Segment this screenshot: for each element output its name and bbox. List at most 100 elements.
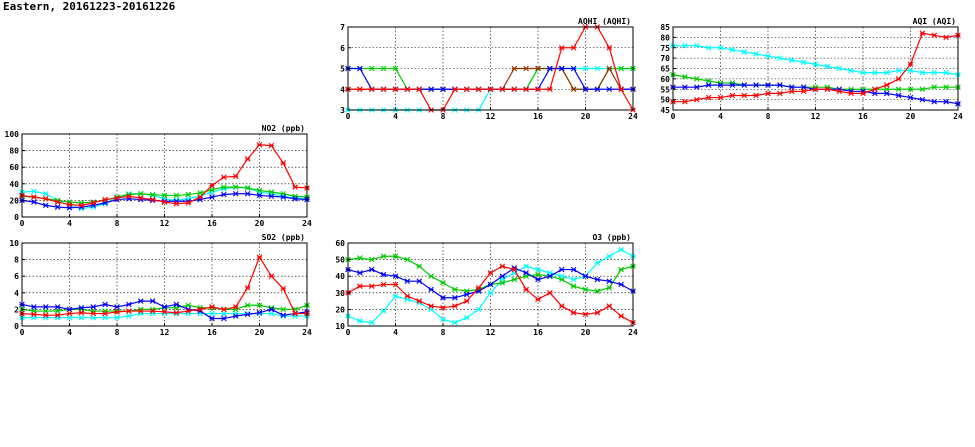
aqi-series-2-point xyxy=(800,84,807,90)
o3-series-2-point xyxy=(463,291,470,298)
o3-x-tick-label: 0 xyxy=(346,328,351,337)
no2-series-3-point xyxy=(173,200,180,207)
aqi-series-1-point xyxy=(883,86,890,93)
so2-series-2-point xyxy=(90,304,97,310)
so2-series-2-point xyxy=(280,312,287,318)
so2-series-2-point xyxy=(221,315,227,322)
aqi-series-0-point xyxy=(741,49,748,55)
aqhi-series-3-point xyxy=(428,86,434,93)
o3-x-tick-label: 16 xyxy=(533,328,543,337)
o3-series-3-point xyxy=(452,303,458,309)
o3-series-3-point xyxy=(523,286,529,293)
aqi-y-tick-label: 50 xyxy=(660,96,670,105)
o3-y-tick-label: 10 xyxy=(335,322,345,331)
no2-series-1-point xyxy=(197,190,203,196)
o3-series-1-point xyxy=(606,285,613,291)
o3-series-0-point xyxy=(523,263,529,270)
so2-series-3-point xyxy=(66,310,73,317)
aqhi-series-3-point xyxy=(570,65,577,72)
no2-series-1-point xyxy=(221,184,227,190)
so2-series-0-point xyxy=(66,314,73,321)
aqi-y-tick-label: 60 xyxy=(660,75,670,84)
aqhi-series-3-point xyxy=(357,65,363,72)
aqi-series-1-point xyxy=(919,86,926,93)
no2-series-3-point xyxy=(292,184,298,190)
aqhi-series-1-point xyxy=(392,65,399,72)
so2-series-3-point xyxy=(209,304,215,310)
o3-series-0-point xyxy=(594,260,601,266)
aqi-series-3-point xyxy=(777,90,783,97)
no2-y-tick-label: 60 xyxy=(9,163,19,172)
no2-series-3-point xyxy=(31,194,37,200)
aqhi-y-tick-label: 6 xyxy=(340,44,345,53)
aqhi-series-0-point xyxy=(582,65,589,72)
so2-series-2-point xyxy=(244,311,251,318)
aqhi-series-4-point xyxy=(404,86,411,93)
aqhi-series-4-point xyxy=(618,86,624,93)
o3-series-3-point xyxy=(404,293,411,299)
aqi-series-0-point xyxy=(729,47,736,53)
no2-series-2-point xyxy=(268,193,275,200)
o3-series-0-point xyxy=(392,293,399,299)
aqi-series-0-point xyxy=(682,42,688,49)
o3-series-0-point xyxy=(606,253,613,260)
no2-x-tick-label: 12 xyxy=(160,219,170,228)
o3-title: O3 (ppb) xyxy=(592,233,631,242)
o3-series-0-point xyxy=(368,319,375,326)
aqi-series-0-point xyxy=(919,69,926,76)
aqhi-series-4-point xyxy=(499,86,506,93)
aqi-series-3-point xyxy=(765,90,771,97)
aqhi-series-4-point xyxy=(523,86,529,93)
o3-series-0-point xyxy=(618,246,624,253)
aqhi-x-tick-label: 24 xyxy=(628,112,638,121)
no2-series-1-point xyxy=(232,184,239,190)
so2-series-2-point xyxy=(78,304,85,311)
so2-series-3-point xyxy=(292,310,298,317)
o3-y-tick-label: 40 xyxy=(335,272,345,281)
aqi-series-1-point xyxy=(693,76,700,82)
so2-series-3-point xyxy=(221,306,227,313)
aqi-series-2-point xyxy=(931,98,938,105)
aqhi-series-4-point xyxy=(357,86,363,93)
o3-series-0-point xyxy=(487,290,494,296)
so2-series-0-point xyxy=(221,310,227,317)
o3-series-1-point xyxy=(594,288,601,294)
no2-series-2-point xyxy=(280,194,287,200)
o3-series-3-point xyxy=(535,296,541,303)
o3-series-1-point xyxy=(499,280,506,286)
aqi-series-3-point xyxy=(812,86,819,93)
so2-series-3-point xyxy=(256,254,263,260)
so2-series-0-point xyxy=(78,314,85,321)
no2-series-2-point xyxy=(256,192,263,199)
aqi-series-3-point xyxy=(753,92,759,99)
page-title: Eastern, 20161223-20161226 xyxy=(3,0,176,13)
aqi-series-2-point xyxy=(717,82,724,88)
so2-series-3-point xyxy=(126,308,132,314)
o3-series-2-point xyxy=(487,281,494,288)
o3-series-2-point xyxy=(570,266,577,273)
so2-series-3-point xyxy=(149,308,156,314)
o3-series-3-point xyxy=(440,304,446,311)
o3-series-1-point xyxy=(618,266,624,273)
o3-series-3-point xyxy=(499,263,506,270)
aqi-series-2-point xyxy=(883,90,890,97)
so2-series-0-point xyxy=(102,314,108,321)
aqi-x-tick-label: 20 xyxy=(906,112,916,121)
no2-series-2-point xyxy=(221,191,227,198)
aqhi-y-tick-label: 4 xyxy=(340,85,345,94)
aqhi-title: AQHI (AQHI) xyxy=(578,17,631,26)
aqi-x-tick-label: 16 xyxy=(858,112,868,121)
no2-plot-area xyxy=(22,134,307,217)
aqhi-series-4-point xyxy=(487,86,494,93)
o3-y-tick-label: 20 xyxy=(335,305,345,314)
o3-series-1-point xyxy=(428,273,434,279)
no2-y-tick-label: 0 xyxy=(14,213,19,222)
aqi-series-2-point xyxy=(943,98,949,105)
no2-series-3-point xyxy=(232,173,239,180)
aqi-series-1-point xyxy=(931,84,938,90)
aqi-plot-area xyxy=(673,27,958,110)
so2-series-2-point xyxy=(232,313,239,319)
o3-series-2-point xyxy=(380,271,387,278)
aqi-series-0-point xyxy=(753,51,759,57)
